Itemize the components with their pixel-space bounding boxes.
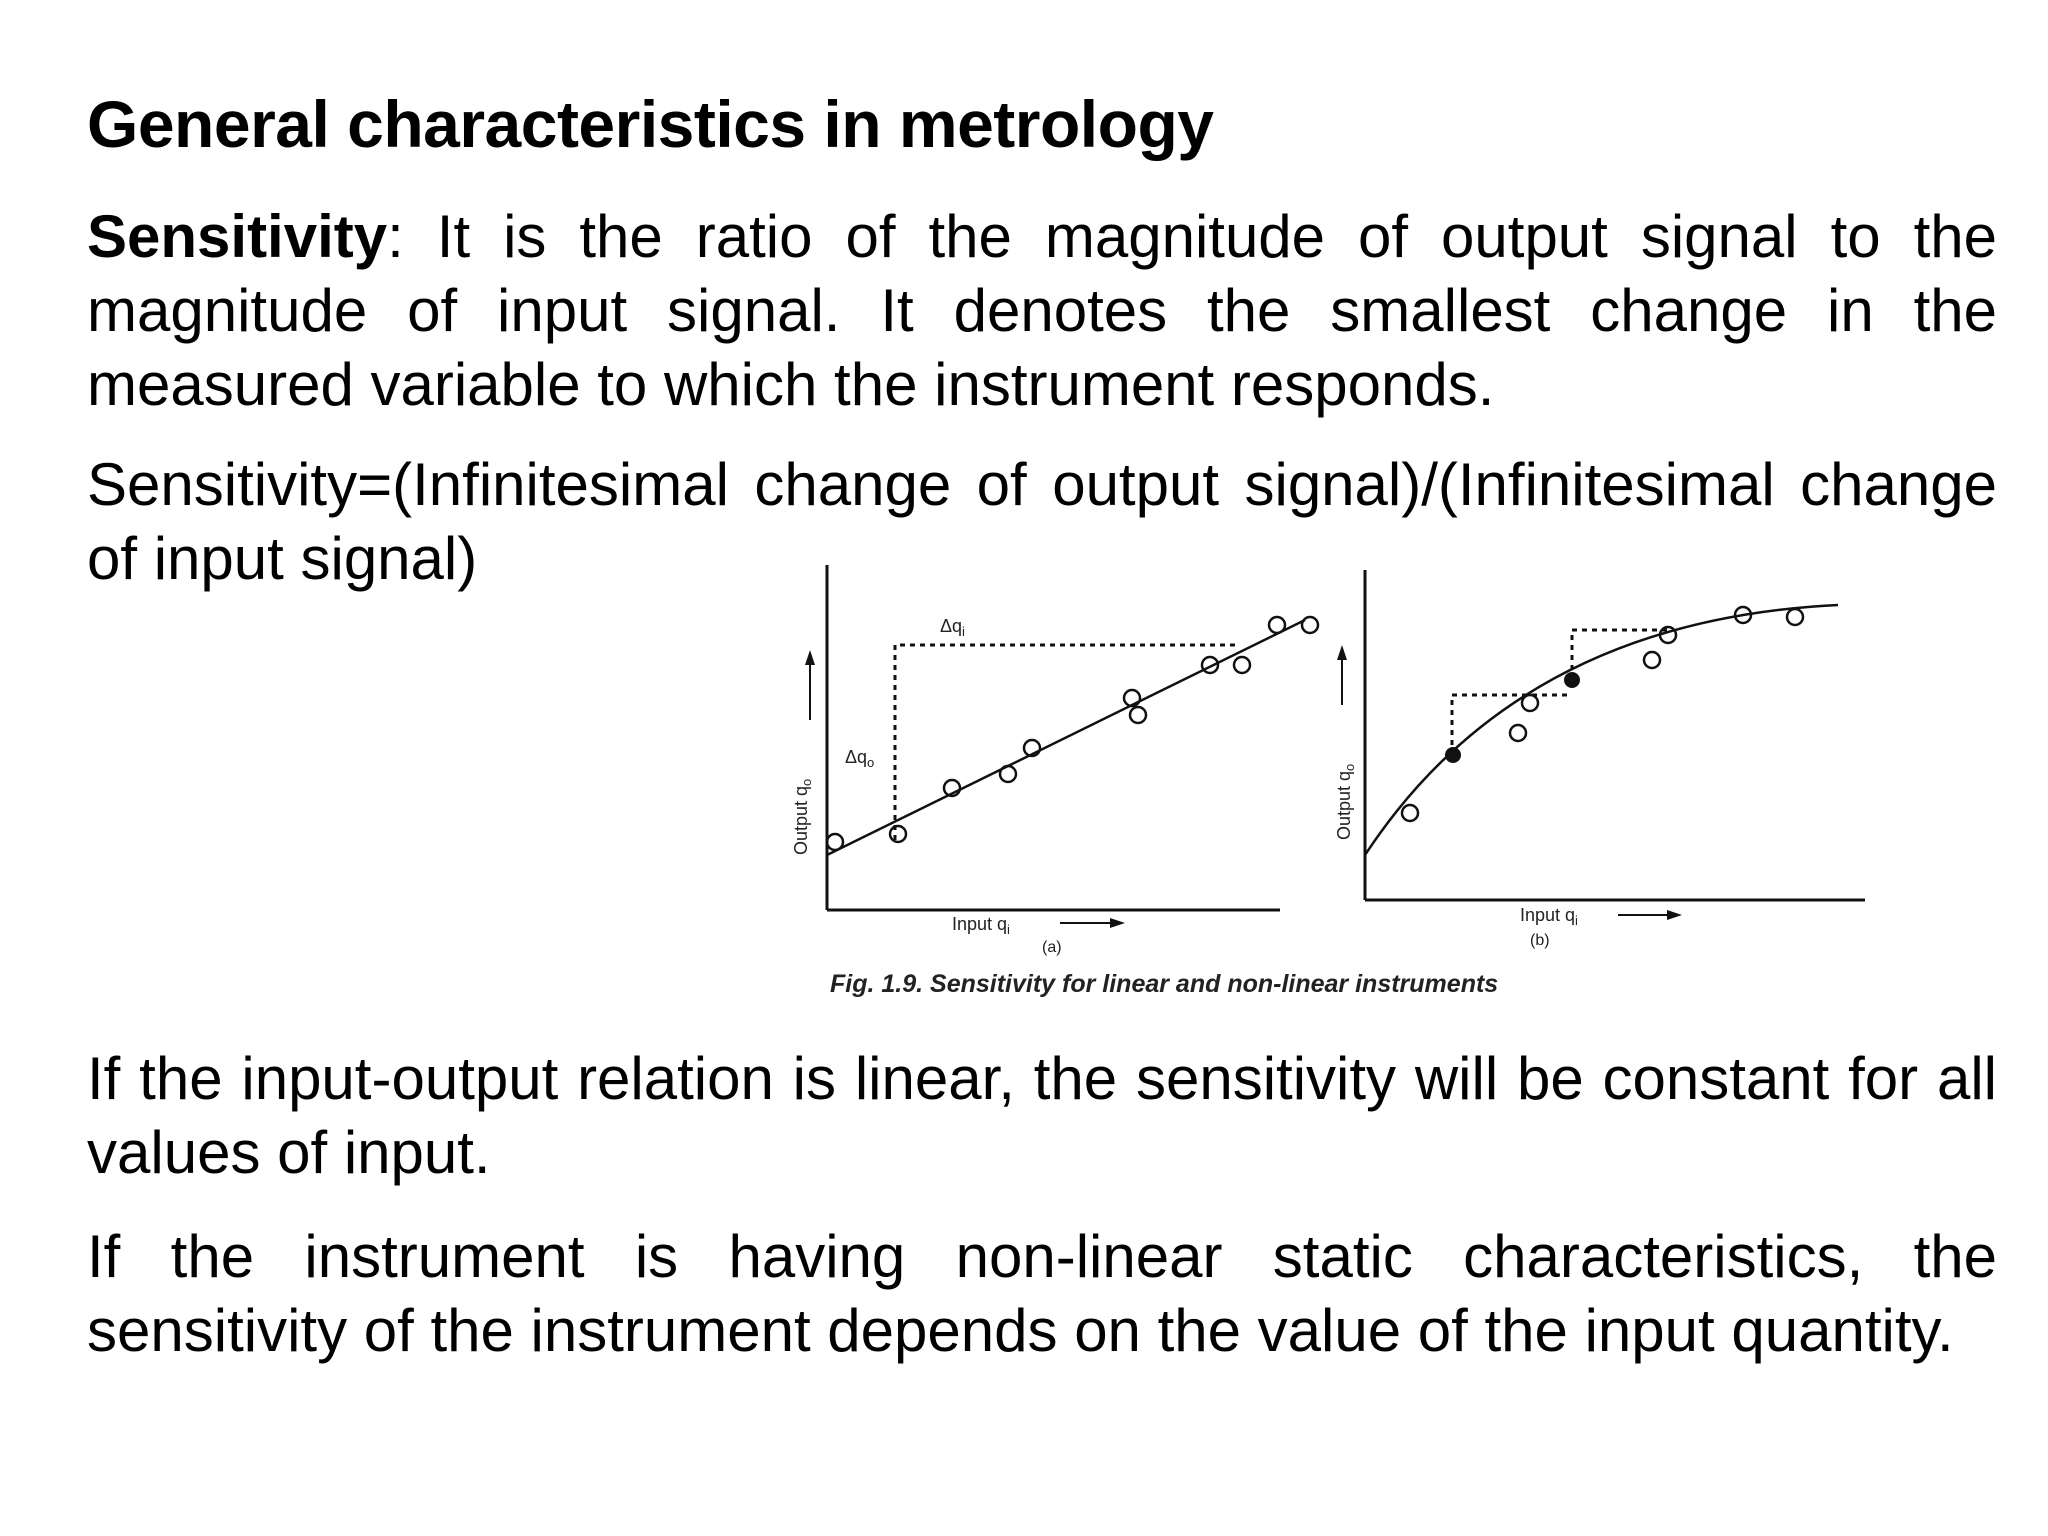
panel-b-filled-point	[1564, 672, 1580, 688]
panel-b-curve	[1363, 603, 1839, 856]
figure-caption: Fig. 1.9. Sensitivity for linear and non…	[830, 970, 1498, 998]
nonlinear-relation-note: If the instrument is having non-linear s…	[87, 1223, 1997, 1364]
panel-a-point	[1232, 655, 1252, 675]
panel-a-x-arrowhead	[1110, 918, 1125, 928]
panel-b-point	[1642, 650, 1662, 670]
panel-b-point	[1785, 607, 1805, 627]
sensitivity-term: Sensitivity	[87, 203, 388, 270]
panel-a-point	[1122, 688, 1142, 708]
panel-a-data-points	[825, 615, 1320, 852]
panel-b-filled-points	[1445, 672, 1580, 763]
panel-b: Output qo Input qi (b)	[1334, 570, 1865, 949]
sensitivity-figure: Output qo Δqi Δqo Input qi (a)	[770, 555, 1890, 1020]
panel-a-y-arrowhead	[805, 650, 815, 665]
linear-relation-note: If the input-output relation is linear, …	[87, 1045, 1997, 1186]
panel-a: Output qo Δqi Δqo Input qi (a)	[791, 565, 1320, 956]
panel-a-point	[1200, 655, 1220, 675]
panel-b-y-arrowhead	[1337, 645, 1347, 660]
panel-b-point	[1400, 803, 1420, 823]
panel-a-point	[888, 824, 908, 844]
panel-a-panel-label: (a)	[1042, 939, 1062, 956]
panel-b-panel-label: (b)	[1530, 932, 1550, 949]
sensitivity-definition-text: It is the ratio of the magnitude of outp…	[87, 203, 1997, 418]
panel-a-ylabel: Output qo	[791, 779, 814, 855]
panel-a-point	[1022, 738, 1042, 758]
panel-a-point	[998, 764, 1018, 784]
panel-b-data-points	[1400, 605, 1805, 823]
panel-b-filled-point	[1445, 747, 1461, 763]
panel-b-x-arrowhead	[1667, 910, 1682, 920]
panel-a-point	[1267, 615, 1287, 635]
sensitivity-separator: :	[387, 203, 404, 270]
panel-b-point	[1658, 625, 1678, 645]
sensitivity-definition: Sensitivity: It is the ratio of the magn…	[87, 200, 1997, 422]
panel-a-point	[942, 778, 962, 798]
panel-b-xlabel: Input qi	[1520, 905, 1578, 928]
sensitivity-figure-svg: Output qo Δqi Δqo Input qi (a)	[791, 565, 1865, 998]
sensitivity-formula: Sensitivity=(Infinitesimal change of out…	[87, 451, 1997, 592]
panel-b-point	[1520, 693, 1540, 713]
panel-a-xlabel: Input qi	[952, 914, 1010, 937]
panel-a-delta-construction	[893, 643, 1235, 840]
panel-a-fit-line	[826, 618, 1306, 857]
panel-a-point	[825, 832, 845, 852]
panel-b-delta-construction-upper	[1570, 628, 1670, 680]
panel-b-ylabel: Output qo	[1334, 764, 1357, 840]
panel-b-point	[1508, 723, 1528, 743]
panel-a-delta-output-label: Δqo	[845, 747, 874, 770]
panel-a-point	[1300, 615, 1320, 635]
panel-a-delta-input-label: Δqi	[940, 616, 965, 639]
panel-a-point	[1128, 705, 1148, 725]
slide-title: General characteristics in metrology	[87, 87, 1214, 161]
panel-b-point	[1733, 605, 1753, 625]
